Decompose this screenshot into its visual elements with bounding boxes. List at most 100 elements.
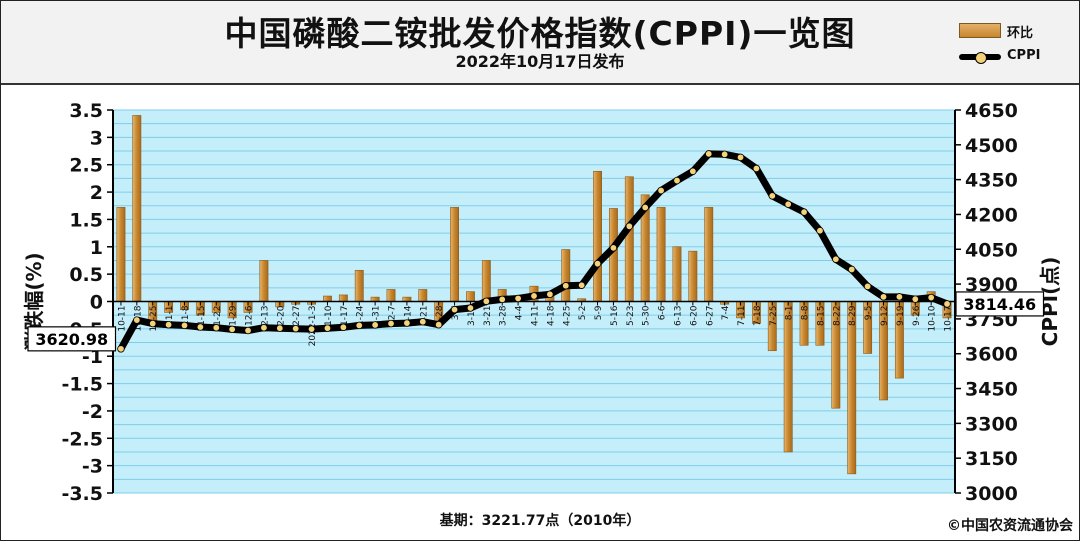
cppi-point [562,282,570,290]
bar [386,289,396,302]
x-tick-label: 3-14 [467,305,477,326]
left-tick-label: 3 [90,127,103,149]
right-tick-label: 4500 [965,135,1018,157]
x-tick-label: 9-5 [864,306,874,321]
cppi-point [927,293,935,302]
cppi-point [577,281,586,289]
left-tick-label: 1.5 [69,209,103,231]
left-tick-label: 1 [90,237,103,259]
x-tick-label: 12-20 [276,305,286,331]
cppi-point [863,282,872,291]
cppi-point [546,290,554,299]
cppi-point [768,192,777,200]
cppi-point [133,316,141,324]
chart-header: 中国磷酸二铵批发价格指数(CPPI)一览图 2022年10月17日发布 环比 C… [1,1,1079,85]
x-tick-label: 10-10 [928,305,938,331]
x-tick-label: 7-4 [721,305,731,320]
cppi-point [117,345,125,353]
x-tick-label: 12-13 [260,306,270,332]
cppi-point [355,321,363,330]
cppi-point [371,321,379,329]
left-tick-label: 0 [90,292,103,314]
cppi-point [419,317,427,326]
x-tick-label: 6-20 [689,305,699,326]
cppi-point [403,319,411,327]
cppi-point [212,324,220,332]
bar [561,249,571,302]
x-tick-label: 9-12 [880,306,890,326]
x-tick-label: 8-29 [848,305,858,326]
cppi-point [752,164,761,173]
cppi-point [609,244,618,252]
x-tick-label: 3-21 [483,306,493,326]
left-tick-label: -3 [82,456,103,478]
end-value-callout: 3814.46 [955,291,1045,317]
left-tick-label: -1 [82,346,103,368]
x-tick-label: 1-24 [356,305,366,326]
cppi-point [784,200,792,208]
cppi-point [895,293,904,301]
left-tick-label: 2 [90,182,103,204]
left-tick-label: -1.5 [61,374,103,396]
x-tick-label: 11-29 [229,305,239,331]
bar [704,207,714,302]
cppi-point [689,167,697,175]
x-tick-label: 12-6 [245,305,255,326]
x-tick-label: 4-25 [562,306,572,326]
x-tick-label: 9-26 [912,305,922,326]
left-tick-label: 3.5 [69,100,103,122]
left-tick-label: 0.5 [69,264,103,286]
x-tick-label: 7-11 [737,306,747,326]
right-tick-label: 3300 [965,413,1018,435]
x-tick-label: 12-27 [292,306,302,332]
cppi-point [800,208,808,216]
start-value-callout: 3620.98 [27,326,117,352]
copyright-note: ©中国农资流通协会 [947,518,1073,534]
chart-subtitle: 2022年10月17日发布 [455,52,625,71]
x-tick-label: 5-16 [610,305,620,326]
x-tick-label: 8-15 [816,306,826,326]
cppi-point [657,186,665,195]
x-tick-label: 2-21 [419,306,429,326]
right-tick-label: 3000 [965,483,1018,505]
x-tick-label: 5-30 [642,305,652,326]
chart-svg: 3.532.521.510.50-0.5-1-1.5-2-2.5-3-3.5涨跌… [22,100,1062,505]
right-tick-label: 3900 [965,274,1018,296]
right-tick-label: 4200 [965,204,1018,226]
right-tick-label: 3450 [965,379,1018,401]
cppi-point [736,153,745,162]
cppi-point [244,326,252,335]
bar [593,170,602,302]
right-tick-label: 3150 [965,448,1018,470]
cppi-point [149,319,157,328]
x-tick-label: 10-11 [117,306,127,332]
left-tick-label: -2.5 [61,428,103,450]
cppi-point [625,222,634,230]
cppi-point [387,319,395,328]
x-tick-label: 11-15 [197,306,207,332]
legend-line-label: CPPI [1007,48,1041,63]
x-tick-label: 7-25 [769,306,779,326]
cppi-point [276,324,284,332]
cppi-point [180,321,189,330]
cppi-point [911,295,919,303]
cppi-point [291,324,300,333]
bar [624,176,634,302]
right-tick-label: 4350 [965,170,1018,192]
right-tick-label: 4650 [965,100,1018,122]
right-tick-label: 3600 [965,344,1018,366]
cppi-point [879,293,888,301]
x-tick-label: 10-17 [944,306,954,332]
bar [338,294,348,302]
bar [466,291,475,302]
x-tick-label: 6-6 [658,305,668,320]
x-tick-label: 10-25 [149,306,159,332]
x-tick-label: 5-2 [578,306,588,321]
x-tick-label: 1-17 [340,306,350,326]
legend-bar-swatch [959,23,1001,38]
cppi-point [498,295,506,304]
cppi-point [164,321,173,329]
x-tick-label: 7-18 [753,305,763,326]
x-tick-label: 5-9 [594,305,604,320]
